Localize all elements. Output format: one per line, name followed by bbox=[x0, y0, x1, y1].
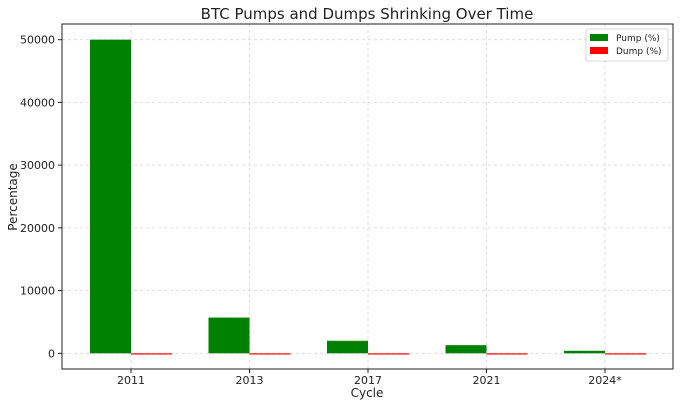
x-axis-ticks: 2011 2013 2017 2021 2024* bbox=[117, 369, 622, 387]
y-tick-label: 10000 bbox=[20, 285, 55, 298]
pump-bar-2011 bbox=[90, 39, 131, 354]
x-tick-label: 2011 bbox=[117, 374, 145, 387]
y-tick-label: 0 bbox=[48, 347, 55, 360]
pump-bar-2021 bbox=[445, 345, 487, 354]
chart-title: BTC Pumps and Dumps Shrinking Over Time bbox=[201, 5, 534, 23]
legend-swatch bbox=[590, 47, 608, 54]
y-tick-label: 30000 bbox=[20, 159, 55, 172]
legend-label: Dump (%) bbox=[616, 47, 662, 57]
dump-bar-2024 bbox=[605, 353, 646, 355]
pump-bar-2013 bbox=[208, 317, 250, 354]
dump-bar-2013 bbox=[249, 353, 291, 355]
plot-frame bbox=[61, 23, 674, 370]
legend: Pump (%) Dump (%) bbox=[585, 28, 669, 62]
dump-bar-2021 bbox=[486, 353, 528, 355]
y-axis-label: Percentage bbox=[6, 163, 20, 231]
axes bbox=[61, 23, 674, 370]
dump-bar-2017 bbox=[368, 353, 409, 355]
x-tick-label: 2021 bbox=[473, 374, 501, 387]
x-tick-label: 2017 bbox=[354, 374, 382, 387]
y-tick-label: 40000 bbox=[20, 96, 55, 109]
legend-label: Pump (%) bbox=[616, 34, 660, 44]
x-axis-label: Cycle bbox=[351, 386, 384, 400]
legend-swatch bbox=[590, 34, 608, 41]
pump-bar-2024 bbox=[564, 350, 605, 354]
bars bbox=[90, 39, 646, 355]
x-tick-label: 2013 bbox=[236, 374, 264, 387]
y-tick-label: 20000 bbox=[20, 222, 55, 235]
y-tick-label: 50000 bbox=[20, 34, 55, 47]
pump-bar-2017 bbox=[327, 340, 368, 354]
x-tick-label: 2024* bbox=[588, 374, 622, 387]
dump-bar-2011 bbox=[131, 353, 172, 355]
y-axis-ticks: 0 10000 20000 30000 40000 50000 bbox=[20, 34, 62, 360]
grid bbox=[62, 24, 673, 369]
